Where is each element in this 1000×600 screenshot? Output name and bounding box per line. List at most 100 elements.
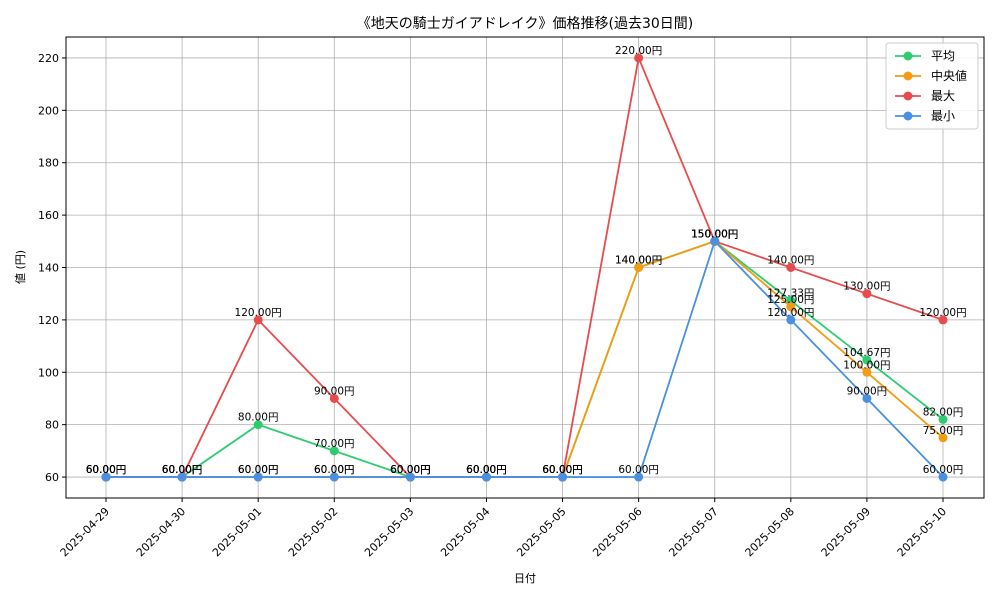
y-tick-label: 220: [38, 52, 59, 65]
x-tick-label: 2025-05-01: [210, 505, 264, 559]
data-label: 140.00円: [615, 255, 662, 267]
data-label: 75.00円: [923, 425, 964, 437]
data-point: [634, 53, 644, 63]
data-label: 60.00円: [238, 464, 279, 476]
data-label: 60.00円: [618, 464, 659, 476]
data-point: [938, 315, 948, 325]
data-point: [329, 393, 339, 403]
data-label: 60.00円: [466, 464, 507, 476]
legend-label: 最大: [931, 89, 955, 103]
data-label: 60.00円: [314, 464, 355, 476]
data-point: [862, 355, 872, 365]
data-point: [786, 315, 796, 325]
x-tick-label: 2025-05-06: [590, 505, 644, 559]
data-label: 60.00円: [390, 464, 431, 476]
y-tick-label: 200: [38, 104, 59, 117]
chart-title: 《地天の騎士ガイアドレイク》価格推移(過去30日間): [357, 16, 693, 32]
y-tick-label: 80: [45, 419, 59, 432]
y-axis-label: 値 (円): [14, 250, 27, 284]
legend-label: 最小: [931, 109, 955, 123]
data-point: [177, 472, 187, 482]
data-label: 140.00円: [767, 255, 814, 267]
data-label: 100.00円: [843, 359, 890, 371]
data-label: 60.00円: [86, 464, 127, 476]
y-tick-label: 140: [38, 262, 59, 275]
data-label: 120.00円: [919, 307, 966, 319]
series-line-3: [106, 239, 944, 478]
data-point: [634, 263, 644, 272]
x-tick-label: 2025-05-10: [895, 505, 949, 559]
data-labels: 60.00円 60.00円 80.00円 70.00円 60.00円 60.00円 60.0…: [86, 45, 967, 476]
data-label: 80.00円: [238, 412, 279, 424]
y-tick-label: 160: [38, 209, 59, 222]
data-point: [786, 263, 796, 272]
data-label: 60.00円: [162, 464, 203, 476]
data-point: [710, 236, 720, 246]
y-tick-label: 100: [38, 366, 59, 379]
data-label: 127.33円: [767, 288, 814, 300]
data-label: 140.00円: [615, 255, 662, 267]
data-label: 60.00円: [466, 464, 507, 476]
data-label: 82.00円: [923, 406, 964, 418]
data-label: 60.00円: [390, 464, 431, 476]
data-label: 60.00円: [162, 464, 203, 476]
x-tick-label: 2025-05-08: [743, 505, 797, 559]
data-label: 60.00円: [390, 464, 431, 476]
data-point: [253, 420, 263, 430]
data-label: 120.00円: [767, 307, 814, 319]
data-label: 220.00円: [615, 45, 662, 57]
data-label: 125.00円: [767, 294, 814, 306]
legend-box: [885, 42, 979, 130]
x-axis: 2025-04-29 2025-04-30 2025-05-01 2025-05-02…: [58, 498, 949, 559]
x-tick-label: 2025-04-30: [134, 505, 188, 559]
data-label: 90.00円: [847, 385, 888, 397]
data-point: [862, 393, 872, 403]
data-label: 150.00円: [691, 228, 738, 240]
data-label: 150.00円: [691, 228, 738, 240]
data-label: 60.00円: [162, 464, 203, 476]
data-point: [862, 289, 872, 299]
legend-label: 平均: [931, 49, 955, 63]
data-point: [634, 472, 644, 482]
y-tick-label: 120: [38, 314, 59, 327]
data-point: [938, 472, 948, 482]
data-point: [558, 472, 568, 482]
legend-marker: [903, 51, 913, 61]
data-label: 90.00円: [314, 385, 355, 397]
data-point: [253, 315, 263, 325]
series-group: [101, 53, 948, 482]
data-label: 60.00円: [542, 464, 583, 476]
data-point: [329, 446, 339, 456]
data-label: 60.00円: [466, 464, 507, 476]
legend-marker: [903, 91, 913, 101]
legend-label: 中央値: [931, 68, 967, 83]
x-tick-label: 2025-05-03: [362, 505, 416, 559]
x-axis-label: 日付: [514, 572, 536, 585]
legend-marker: [903, 111, 913, 121]
data-point: [862, 367, 872, 377]
x-tick-label: 2025-05-07: [666, 505, 720, 559]
grid: [66, 37, 984, 498]
data-label: 70.00円: [314, 438, 355, 450]
data-point: [786, 302, 796, 312]
data-point: [481, 472, 491, 482]
data-label: 60.00円: [390, 464, 431, 476]
data-label: 60.00円: [86, 464, 127, 476]
data-point: [938, 414, 948, 424]
x-tick-label: 2025-04-29: [58, 505, 112, 559]
data-label: 150.00円: [691, 228, 738, 240]
data-label: 60.00円: [162, 464, 203, 476]
x-tick-label: 2025-05-05: [514, 505, 568, 559]
data-point: [938, 433, 948, 443]
y-tick-label: 180: [38, 157, 59, 170]
data-label: 120.00円: [235, 307, 282, 319]
data-label: 60.00円: [923, 464, 964, 476]
data-point: [405, 472, 415, 482]
data-label: 60.00円: [314, 464, 355, 476]
legend-marker: [903, 71, 913, 81]
y-tick-label: 60: [45, 471, 59, 484]
data-label: 60.00円: [238, 464, 279, 476]
data-label: 130.00円: [843, 281, 890, 293]
